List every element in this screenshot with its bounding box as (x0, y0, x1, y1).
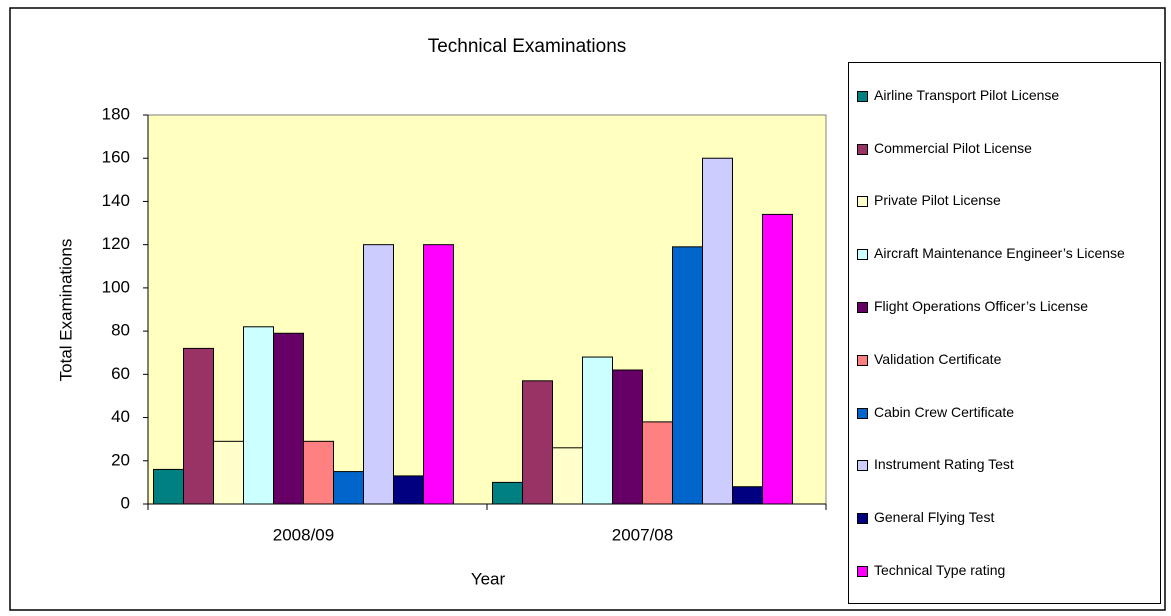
legend-label: Validation Certificate (874, 350, 1002, 367)
legend-item: Cabin Crew Certificate (857, 404, 1160, 421)
legend-label: Technical Type rating (874, 562, 1006, 579)
y-tick-label: 140 (102, 191, 130, 210)
legend: Airline Transport Pilot License Commercia… (848, 62, 1161, 604)
legend-swatch (857, 143, 868, 155)
legend-item: Commercial Pilot License (857, 140, 1160, 157)
y-tick-label: 180 (102, 104, 130, 123)
y-tick-label: 160 (102, 148, 130, 167)
legend-item: General Flying Test (857, 509, 1160, 526)
chart-title: Technical Examinations (428, 36, 627, 57)
legend-label: Commercial Pilot License (874, 139, 1032, 156)
legend-label: Cabin Crew Certificate (874, 403, 1015, 420)
bar (423, 244, 454, 505)
bar (303, 440, 334, 505)
legend-label: Private Pilot License (874, 192, 1001, 209)
legend-item: Aircraft Maintenance Engineer’s License (857, 245, 1160, 262)
y-tick-label: 100 (102, 277, 130, 296)
y-axis-label: Total Examinations (56, 239, 75, 382)
legend-swatch (857, 90, 868, 102)
legend-item: Instrument Rating Test (857, 456, 1160, 473)
legend-item: Validation Certificate (857, 351, 1160, 368)
legend-item: Private Pilot License (857, 192, 1160, 209)
x-tick-label: 2008/09 (273, 525, 334, 544)
bar (183, 347, 214, 505)
y-tick-label: 0 (121, 493, 130, 512)
bar (273, 332, 304, 505)
legend-swatch (857, 354, 868, 366)
legend-label: Instrument Rating Test (874, 456, 1014, 473)
legend-swatch (857, 407, 868, 419)
legend-label: General Flying Test (874, 509, 995, 526)
bar (243, 326, 274, 505)
bar (762, 213, 793, 505)
legend-label: Aircraft Maintenance Engineer’s License (874, 245, 1125, 262)
bar (333, 471, 364, 505)
legend-label: Airline Transport Pilot License (874, 86, 1060, 103)
y-tick-label: 120 (102, 234, 130, 253)
legend-item: Technical Type rating (857, 562, 1160, 579)
y-tick-label: 60 (111, 364, 130, 383)
legend-swatch (857, 460, 868, 472)
legend-item: Airline Transport Pilot License (857, 87, 1160, 104)
legend-swatch (857, 513, 868, 525)
legend-swatch (857, 302, 868, 314)
bar (612, 369, 643, 505)
bar (492, 481, 523, 505)
bar (393, 475, 424, 505)
bar (153, 468, 184, 505)
x-axis-label: Year (471, 569, 506, 588)
bar (672, 246, 703, 505)
bar (363, 244, 394, 505)
y-tick-label: 20 (111, 450, 130, 469)
bar (213, 440, 244, 505)
legend-swatch (857, 249, 868, 261)
x-tick-label: 2007/08 (612, 525, 673, 544)
bar (732, 486, 763, 505)
legend-label: Flight Operations Officer’s License (874, 298, 1088, 315)
legend-swatch (857, 196, 868, 208)
bar (702, 157, 733, 505)
legend-item: Flight Operations Officer’s License (857, 298, 1160, 315)
bar (552, 447, 583, 505)
bar (642, 421, 673, 505)
legend-swatch (857, 566, 868, 578)
bar (582, 356, 613, 505)
y-tick-label: 80 (111, 321, 130, 340)
bar (522, 380, 553, 505)
y-tick-label: 40 (111, 407, 130, 426)
